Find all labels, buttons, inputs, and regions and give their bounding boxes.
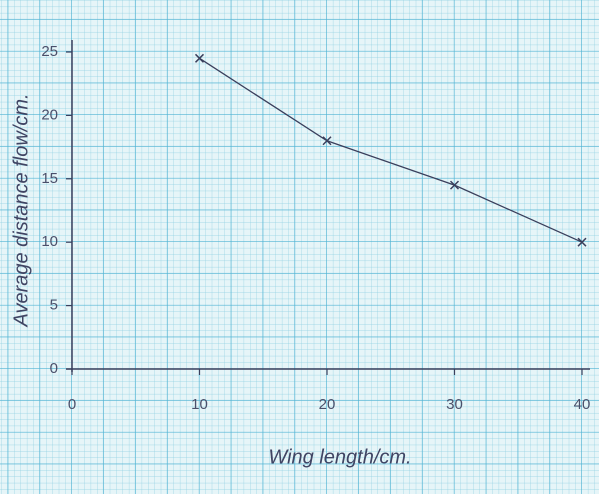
page: {"chart_data": {"type": "line", "x_label…	[0, 0, 599, 494]
y-axis-title: Average distance flow/cm.	[10, 93, 32, 327]
y-tick-label: 25	[41, 43, 58, 60]
x-tick-label: 40	[574, 396, 591, 413]
y-tick-label: 0	[50, 360, 58, 377]
chart: Wing length/cm. Average distance flow/cm…	[0, 0, 599, 494]
y-tick-label: 5	[50, 297, 58, 314]
y-tick-label: 15	[41, 170, 58, 187]
y-tick-label: 10	[41, 233, 58, 250]
x-tick-label: 20	[319, 396, 336, 413]
y-tick-label: 20	[41, 106, 58, 123]
x-tick-label: 0	[68, 396, 76, 413]
x-tick-label: 10	[191, 396, 208, 413]
x-tick-label: 30	[446, 396, 463, 413]
x-axis-title: Wing length/cm.	[268, 446, 411, 468]
graph-paper-major	[0, 0, 599, 494]
